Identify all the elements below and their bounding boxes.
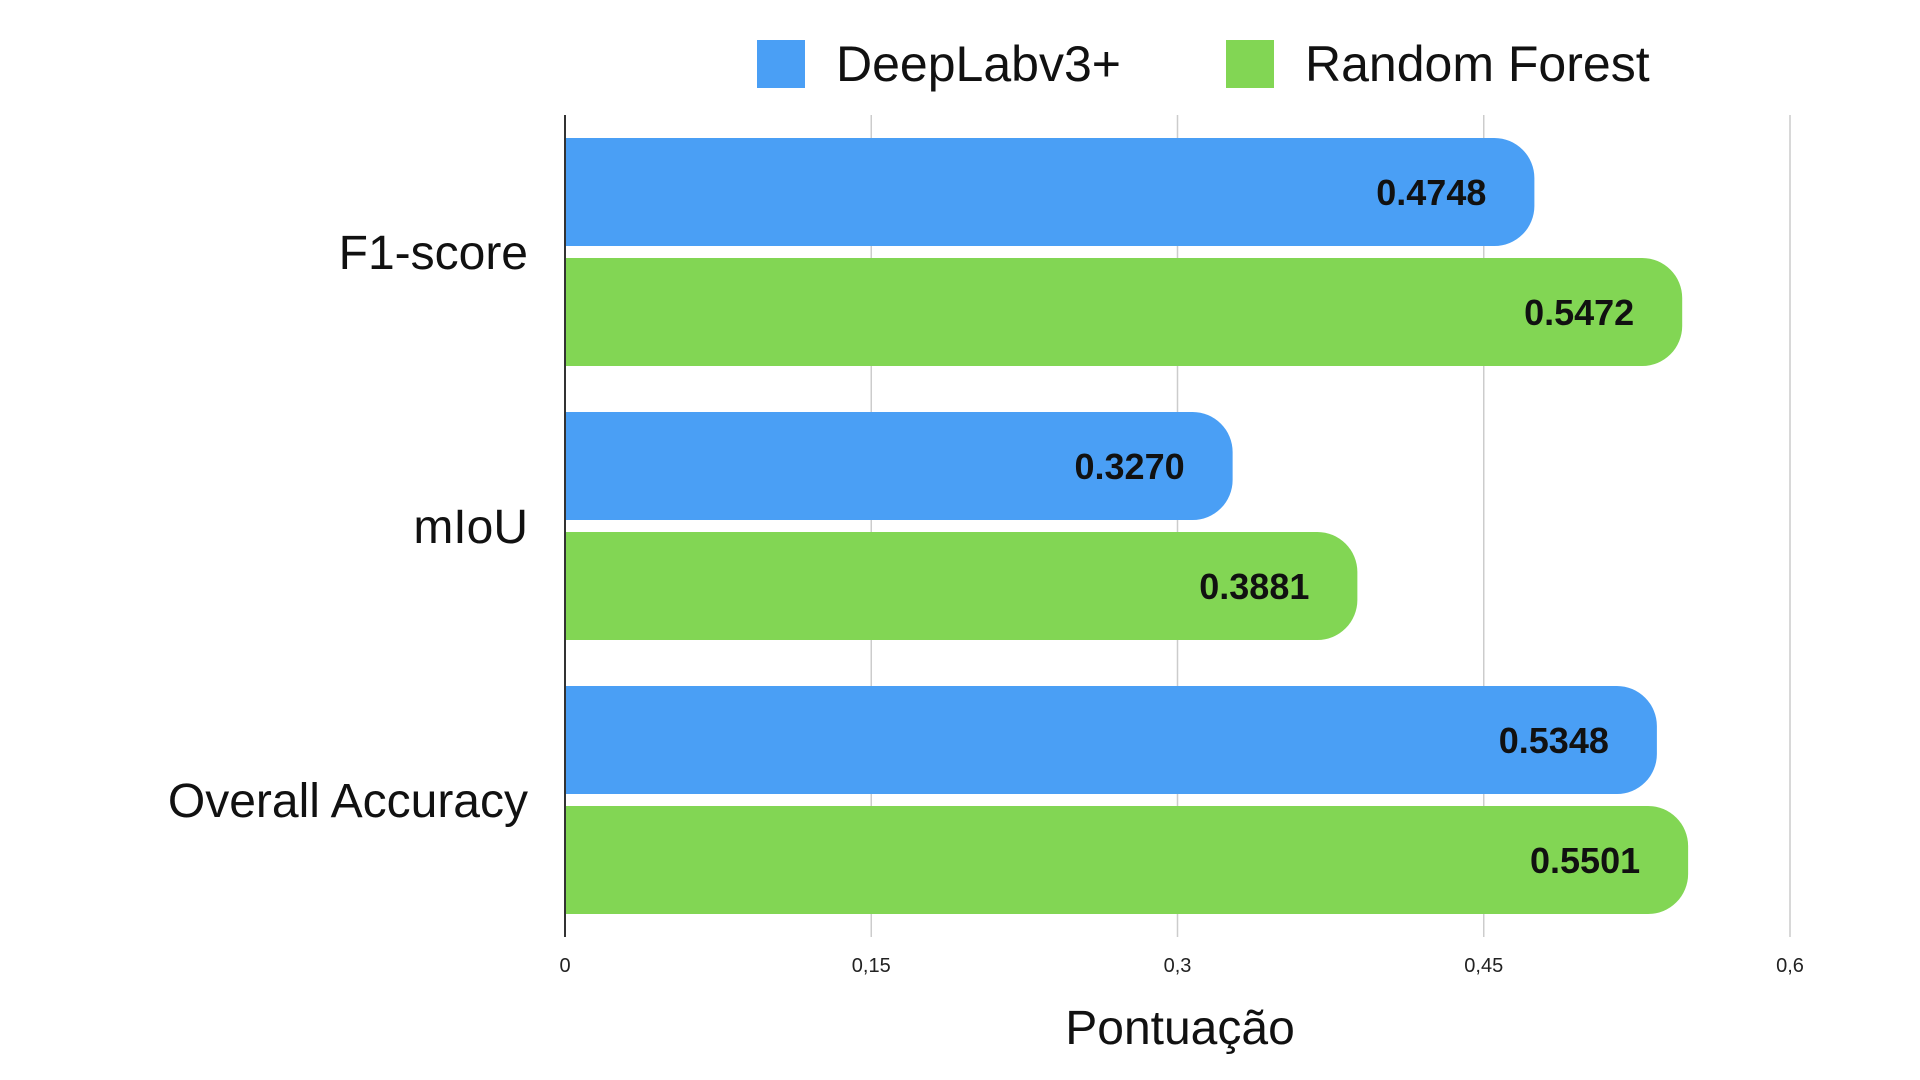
bar-value-label: 0.3270	[1075, 446, 1185, 487]
y-category-label: F1-score	[339, 227, 528, 280]
bar-random-forest-overall-accuracy	[565, 806, 1689, 914]
gridlines	[870, 115, 1791, 937]
legend-swatch	[757, 40, 805, 88]
bar-deeplabv3--overall-accuracy	[565, 686, 1657, 794]
x-tick-label: 0	[559, 955, 570, 977]
bar-random-forest-miou	[565, 532, 1358, 640]
x-tick-label: 0,15	[852, 955, 891, 977]
y-category-label: mIoU	[413, 501, 528, 554]
bar-value-label: 0.5472	[1524, 292, 1634, 333]
bar-value-label: 0.5501	[1530, 840, 1640, 881]
bar-value-label: 0.3881	[1199, 566, 1309, 607]
legend: DeepLabv3+ Random Forest	[757, 36, 1650, 92]
bar-deeplabv3--f1-score	[565, 138, 1535, 246]
x-tick-label: 0,6	[1776, 955, 1804, 977]
bar-deeplabv3--miou	[565, 412, 1233, 520]
x-axis-title: Pontuação	[1065, 1002, 1295, 1055]
bars	[565, 138, 1689, 914]
labels: 0 0,15 0,3 0,45 0,6 0.4748 0.5472 F1-score 0.327…	[168, 172, 1804, 977]
x-tick-label: 0,3	[1164, 955, 1192, 977]
legend-swatch	[1226, 40, 1274, 88]
bar-value-label: 0.4748	[1376, 172, 1486, 213]
legend-label: DeepLabv3+	[836, 36, 1121, 92]
bar-random-forest-f1-score	[565, 258, 1683, 366]
x-tick-label: 0,45	[1464, 955, 1503, 977]
y-category-label: Overall Accuracy	[168, 775, 528, 828]
legend-label: Random Forest	[1305, 36, 1650, 92]
bar-value-label: 0.5348	[1499, 720, 1609, 761]
